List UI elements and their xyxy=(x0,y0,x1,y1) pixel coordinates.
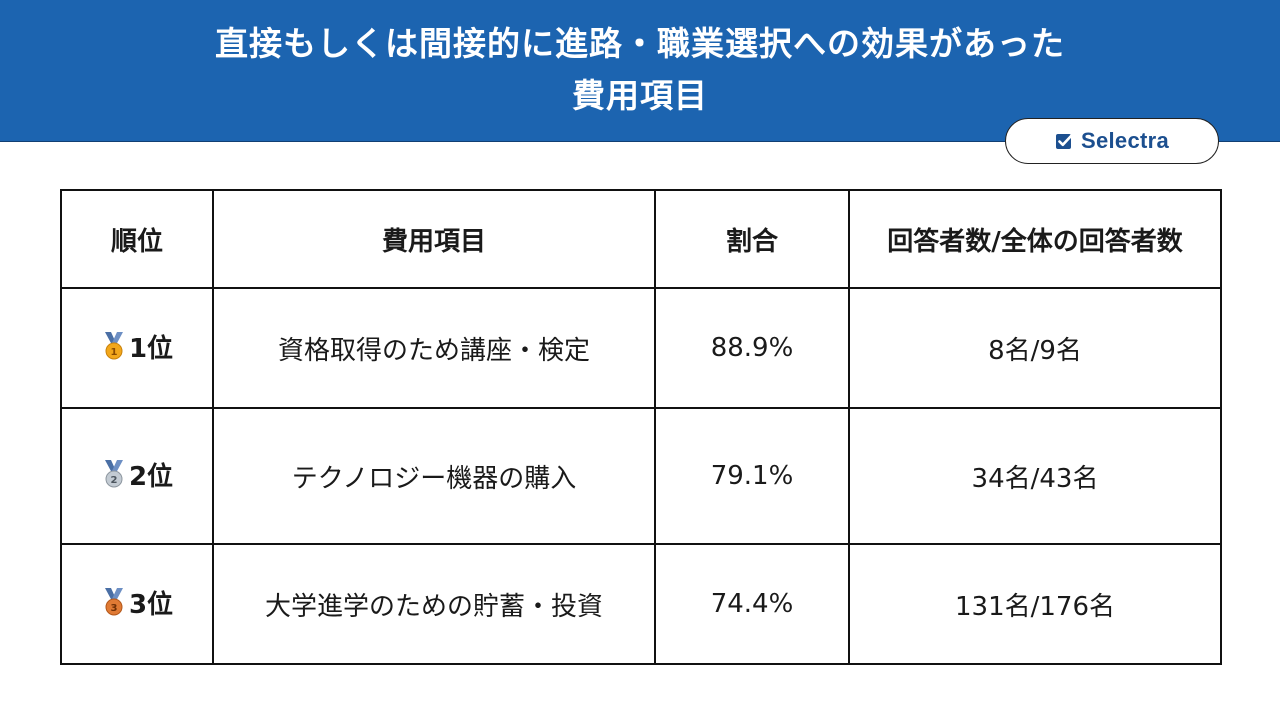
item-cell: 大学進学のための貯蓄・投資 xyxy=(212,543,656,665)
column-header-count: 回答者数/全体の回答者数 xyxy=(848,189,1222,289)
bronze-medal-icon: 3 xyxy=(104,588,123,616)
count-cell: 131名/176名 xyxy=(848,543,1222,665)
checkbox-icon xyxy=(1055,134,1073,149)
rank-label: 1位 xyxy=(128,333,174,364)
column-header-ratio: 割合 xyxy=(654,189,850,289)
table-row: 1 1位 資格取得のため講座・検定 88.9% 8名/9名 xyxy=(60,287,1222,409)
brand-name: Selectra xyxy=(1080,128,1169,153)
rank-cell: 2 2位 xyxy=(60,407,214,545)
gold-medal-icon: 1 xyxy=(104,332,123,360)
rank-label: 2位 xyxy=(128,461,174,492)
header-banner: 直接もしくは間接的に進路・職業選択への効果があった 費用項目 xyxy=(0,0,1280,142)
brand-badge: Selectra xyxy=(1005,118,1219,164)
table-row: 2 2位 テクノロジー機器の購入 79.1% 34名/43名 xyxy=(60,407,1222,545)
column-header-item: 費用項目 xyxy=(212,189,656,289)
svg-text:1: 1 xyxy=(110,347,117,358)
ratio-cell: 88.9% xyxy=(654,287,850,409)
svg-text:3: 3 xyxy=(110,603,117,614)
svg-text:2: 2 xyxy=(110,475,117,486)
rank-label: 3位 xyxy=(128,589,174,620)
item-cell: 資格取得のため講座・検定 xyxy=(212,287,656,409)
page-title-line-1: 直接もしくは間接的に進路・職業選択への効果があった xyxy=(215,24,1065,63)
ratio-cell: 74.4% xyxy=(654,543,850,665)
item-cell: テクノロジー機器の購入 xyxy=(212,407,656,545)
ranking-table: 順位 費用項目 割合 回答者数/全体の回答者数 1 1位 資格取得のため講座・検… xyxy=(60,189,1222,665)
rank-cell: 1 1位 xyxy=(60,287,214,409)
rank-cell: 3 3位 xyxy=(60,543,214,665)
table-row: 3 3位 大学進学のための貯蓄・投資 74.4% 131名/176名 xyxy=(60,543,1222,665)
page-title-line-2: 費用項目 xyxy=(572,76,708,115)
column-header-rank: 順位 xyxy=(60,189,214,289)
count-cell: 8名/9名 xyxy=(848,287,1222,409)
table-header-row: 順位 費用項目 割合 回答者数/全体の回答者数 xyxy=(60,189,1222,289)
ratio-cell: 79.1% xyxy=(654,407,850,545)
silver-medal-icon: 2 xyxy=(104,460,123,488)
count-cell: 34名/43名 xyxy=(848,407,1222,545)
